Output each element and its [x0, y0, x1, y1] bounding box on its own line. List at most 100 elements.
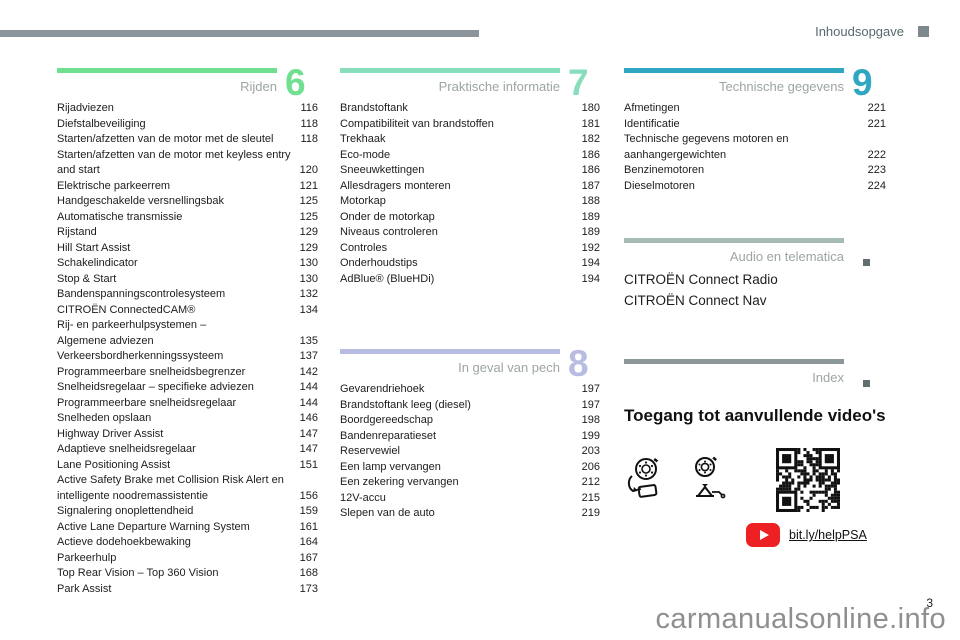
toc-entry[interactable]: Slepen van de auto 219	[340, 506, 600, 522]
section-title: In geval van pech	[458, 360, 560, 375]
toc-entry-page: 134	[299, 303, 318, 316]
toc-entry[interactable]: Schakelindicator 130	[57, 256, 318, 272]
audio-system-item[interactable]: CITROËN Connect Nav	[624, 293, 767, 308]
toc-entry[interactable]: Highway Driver Assist 147	[57, 427, 318, 443]
toc-entry-page: 221	[867, 102, 886, 114]
toc-entry[interactable]: Top Rear Vision – Top 360 Vision 168	[57, 566, 318, 582]
toc-entry[interactable]: Bandenreparatieset 199	[340, 429, 600, 445]
toc-entry[interactable]: Boordgereedschap 198	[340, 413, 600, 429]
toc-entry[interactable]: Lane Positioning Assist 151	[57, 458, 318, 474]
toc-entry[interactable]: Active Safety Brake met Collision Risk A…	[57, 473, 318, 504]
toc-entry[interactable]: Een zekering vervangen 212	[340, 475, 600, 491]
toc-entry[interactable]: Automatische transmissie 125	[57, 210, 318, 226]
toc-entry-label: Diefstalbeveiliging	[57, 117, 146, 130]
toc-entry[interactable]: Benzinemotoren 223	[624, 163, 886, 179]
section-header: In geval van pech 8	[340, 345, 589, 383]
toc-entry[interactable]: CITROËN ConnectedCAM® 134	[57, 303, 318, 319]
page-title: Inhoudsopgave	[815, 24, 904, 39]
toc-entry-label: Boordgereedschap	[340, 414, 433, 426]
audio-system-item[interactable]: CITROËN Connect Radio	[624, 272, 778, 287]
toc-entry[interactable]: Eco-mode 186	[340, 148, 600, 164]
toc-entry[interactable]: Dieselmotoren 224	[624, 179, 886, 195]
youtube-icon[interactable]	[746, 523, 780, 547]
toc-entry-page: 221	[867, 117, 886, 130]
toc-entry[interactable]: Handgeschakelde versnellingsbak 125	[57, 194, 318, 210]
toc-entry[interactable]: Actieve dodehoekbewaking 164	[57, 535, 318, 551]
top-divider-bar	[0, 30, 479, 37]
toc-entry-page: 222	[867, 148, 886, 161]
toc-entry-label: AdBlue® (BlueHDi)	[340, 272, 435, 285]
toc-entry[interactable]: Snelheidsregelaar – specifieke adviezen …	[57, 380, 318, 396]
toc-entry[interactable]: Programmeerbare snelheidsregelaar 144	[57, 396, 318, 412]
toc-entry[interactable]: Gevarendriehoek 197	[340, 382, 600, 398]
toc-entry[interactable]: Rijstand 129	[57, 225, 318, 241]
toc-entry[interactable]: Allesdragers monteren 187	[340, 179, 600, 195]
toc-entry[interactable]: Verkeersbordherkenningssysteem 137	[57, 349, 318, 365]
toc-entry[interactable]: Trekhaak 182	[340, 132, 600, 148]
toc-entry[interactable]: Bandenspanningscontrolesysteem 132	[57, 287, 318, 303]
toc-entry-page: 181	[581, 117, 600, 130]
toc-entry-page: 118	[300, 133, 318, 145]
toc-entry-page: 194	[581, 257, 600, 269]
video-link[interactable]: bit.ly/helpPSA	[789, 528, 867, 542]
toc-entries: Rijadviezen 116 Diefstalbeveiliging 118 …	[57, 101, 318, 597]
toc-entry[interactable]: Compatibiliteit van brandstoffen 181	[340, 117, 600, 133]
toc-entry[interactable]: Niveaus controleren 189	[340, 225, 600, 241]
toc-entry-label: Active Safety Brake met Collision Risk A…	[57, 474, 284, 502]
toc-entry[interactable]: Elektrische parkeerrem 121	[57, 179, 318, 195]
toc-entry-page: 197	[581, 398, 600, 411]
toc-entry-label: Adaptieve snelheidsregelaar	[57, 443, 196, 455]
toc-entry[interactable]: Snelheden opslaan 146	[57, 411, 318, 427]
toc-entry[interactable]: AdBlue® (BlueHDi) 194	[340, 272, 600, 288]
toc-entry-label: Identificatie	[624, 117, 680, 130]
toc-entry-page: 194	[581, 272, 600, 285]
toc-entry[interactable]: 12V-accu 215	[340, 491, 600, 507]
toc-entry-page: 203	[581, 445, 600, 457]
toc-entry[interactable]: Hill Start Assist 129	[57, 241, 318, 257]
toc-entry[interactable]: Parkeerhulp 167	[57, 551, 318, 567]
toc-entry-page: 159	[299, 505, 318, 517]
toc-entry[interactable]: Signalering onoplettendheid 159	[57, 504, 318, 520]
toc-entry-label: Handgeschakelde versnellingsbak	[57, 195, 224, 207]
toc-entry[interactable]: Sneeuwkettingen 186	[340, 163, 600, 179]
toc-entry[interactable]: Brandstoftank 180	[340, 101, 600, 117]
toc-entry[interactable]: Rij- en parkeerhulpsystemen – Algemene a…	[57, 318, 318, 349]
section-title: Rijden	[240, 79, 277, 94]
toc-entry[interactable]: Onderhoudstips 194	[340, 256, 600, 272]
toc-entry[interactable]: Afmetingen 221	[624, 101, 886, 117]
toc-entry[interactable]: Onder de motorkap 189	[340, 210, 600, 226]
toc-entry-page: 116	[300, 102, 318, 114]
toc-entry[interactable]: Adaptieve snelheidsregelaar 147	[57, 442, 318, 458]
toc-entry-page: 144	[299, 381, 318, 393]
watermark: carmanualsonline.info	[655, 603, 946, 635]
toc-column-3: Technische gegevens 9 Afmetingen 221 Ide…	[624, 64, 886, 547]
chapter-marker-icon	[918, 26, 929, 37]
video-link-row[interactable]: bit.ly/helpPSA	[746, 523, 886, 547]
section-header: Praktische informatie 7	[340, 64, 589, 102]
toc-entry[interactable]: Identificatie 221	[624, 117, 886, 133]
toc-entry-page: 186	[581, 148, 600, 161]
toc-entry-page: 164	[299, 536, 318, 548]
toc-entry-label: Compatibiliteit van brandstoffen	[340, 117, 494, 130]
toc-entry-label: Starten/afzetten van de motor met de sle…	[57, 133, 274, 145]
toc-entry[interactable]: Starten/afzetten van de motor met de sle…	[57, 132, 318, 148]
toc-entry[interactable]: Controles 192	[340, 241, 600, 257]
toc-entry-label: Lane Positioning Assist	[57, 458, 171, 471]
toc-entry[interactable]: Starten/afzetten van de motor met keyles…	[57, 148, 318, 179]
section-color-bar	[624, 68, 844, 73]
toc-entry[interactable]: Brandstoftank leeg (diesel) 197	[340, 398, 600, 414]
toc-entry[interactable]: Park Assist 173	[57, 582, 318, 598]
toc-entry[interactable]: Stop & Start 130	[57, 272, 318, 288]
toc-entries: Gevarendriehoek 197 Brandstoftank leeg (…	[340, 382, 600, 522]
toc-entry-label: Highway Driver Assist	[57, 427, 164, 440]
toc-entry[interactable]: Diefstalbeveiliging 118	[57, 117, 318, 133]
toc-entry[interactable]: Reservewiel 203	[340, 444, 600, 460]
toc-entry[interactable]: Technische gegevens motoren en aanhanger…	[624, 132, 886, 163]
toc-entry[interactable]: Active Lane Departure Warning System 161	[57, 520, 318, 536]
toc-entry[interactable]: Motorkap 188	[340, 194, 600, 210]
toc-entry[interactable]: Programmeerbare snelheidsbegrenzer 142	[57, 365, 318, 381]
toc-entry[interactable]: Een lamp vervangen 206	[340, 460, 600, 476]
toc-entry[interactable]: Rijadviezen 116	[57, 101, 318, 117]
toc-entry-label: Brandstoftank leeg (diesel)	[340, 398, 471, 411]
videos-heading: Toegang tot aanvullende video's	[624, 406, 886, 425]
